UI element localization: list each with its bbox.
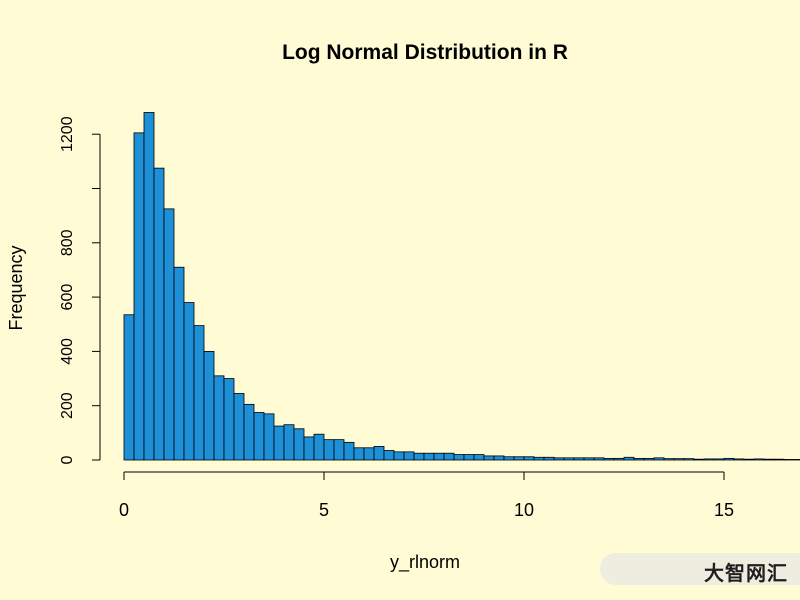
- histogram-bar: [423, 452, 435, 461]
- histogram-bar: [653, 457, 665, 461]
- histogram-bar: [383, 450, 395, 461]
- histogram-bar: [533, 456, 545, 461]
- histogram-bar: [353, 447, 365, 461]
- histogram-bar: [393, 451, 405, 461]
- histogram-bar: [453, 454, 465, 461]
- histogram-bar: [693, 458, 705, 461]
- histogram-bar: [363, 447, 375, 461]
- histogram-bar: [753, 458, 765, 461]
- histogram-bar: [463, 454, 475, 461]
- histogram-bar: [443, 452, 455, 461]
- histogram-bar: [403, 451, 415, 461]
- x-tick-label: 10: [514, 500, 534, 520]
- histogram-bar: [373, 446, 385, 461]
- histogram-bar: [273, 425, 285, 461]
- histogram-bar: [193, 325, 205, 461]
- watermark-badge: 大智网汇: [600, 553, 800, 585]
- histogram-bar: [213, 375, 225, 461]
- histogram-bar: [663, 458, 675, 461]
- histogram-bar: [793, 459, 800, 461]
- histogram-bar: [583, 457, 595, 461]
- histogram-bar: [523, 456, 535, 461]
- y-axis-label: Frequency: [6, 245, 26, 330]
- histogram-bar: [433, 452, 445, 461]
- x-axis: 0 5 10 15: [119, 471, 734, 520]
- watermark-text: 大智网汇: [704, 561, 788, 585]
- histogram-bar: [263, 413, 275, 461]
- histogram-bar: [253, 412, 265, 461]
- x-axis-label: y_rlnorm: [390, 552, 460, 573]
- histogram-bar: [673, 458, 685, 461]
- histogram-bar: [703, 458, 715, 461]
- histogram-bar: [783, 459, 795, 461]
- histogram-bar: [303, 436, 315, 461]
- histogram-bar: [643, 457, 655, 461]
- histogram-bar: [683, 458, 695, 461]
- y-tick-label: 200: [59, 392, 76, 419]
- histogram-bar: [593, 457, 605, 461]
- histogram-bar: [563, 457, 575, 461]
- x-tick-label: 15: [714, 500, 734, 520]
- histogram-bar: [713, 458, 725, 461]
- histogram-bar: [573, 457, 585, 461]
- y-tick-label: 400: [59, 338, 76, 365]
- histogram-bar: [163, 208, 175, 461]
- histogram-bar: [613, 457, 625, 461]
- y-tick-label: 600: [59, 284, 76, 311]
- histogram-bar: [543, 456, 555, 461]
- y-tick-label: 800: [59, 229, 76, 256]
- histogram-bar: [243, 403, 255, 461]
- histogram-bar: [483, 455, 495, 461]
- histogram-bar: [623, 456, 635, 461]
- histogram-bar: [513, 456, 525, 461]
- histogram-bar: [283, 424, 295, 461]
- histogram-bar: [143, 112, 155, 461]
- y-axis: 0 200 400 600 800 1200: [59, 116, 101, 464]
- y-tick-label: 1200: [59, 116, 76, 152]
- histogram-bar: [293, 428, 305, 461]
- histogram-bar: [223, 378, 235, 461]
- histogram-bar: [733, 458, 745, 461]
- histogram-bar: [603, 457, 615, 461]
- histogram-bar: [723, 457, 735, 461]
- histogram-bar: [153, 167, 165, 461]
- histogram-bars: [123, 112, 800, 461]
- y-tick-label: 0: [59, 455, 76, 464]
- histogram-bar: [553, 457, 565, 461]
- histogram-bar: [173, 266, 185, 461]
- histogram-bar: [333, 439, 345, 461]
- histogram-bar: [183, 302, 195, 461]
- histogram-bar: [343, 441, 355, 461]
- histogram-bar: [413, 452, 425, 461]
- chart-title: Log Normal Distribution in R: [282, 41, 568, 64]
- histogram-bar: [123, 314, 135, 461]
- histogram-bar: [763, 458, 775, 461]
- histogram-bar: [743, 458, 755, 461]
- histogram-bar: [503, 456, 515, 461]
- histogram-bar: [133, 132, 145, 461]
- histogram-bar: [233, 393, 245, 461]
- x-tick-label: 5: [319, 500, 329, 520]
- histogram-bar: [633, 457, 645, 461]
- x-tick-label: 0: [119, 500, 129, 520]
- histogram-bar: [323, 439, 335, 461]
- histogram-bar: [473, 454, 485, 461]
- histogram-bar: [773, 458, 785, 461]
- histogram-bar: [203, 350, 215, 461]
- histogram-bar: [313, 433, 325, 461]
- histogram-bar: [493, 455, 505, 461]
